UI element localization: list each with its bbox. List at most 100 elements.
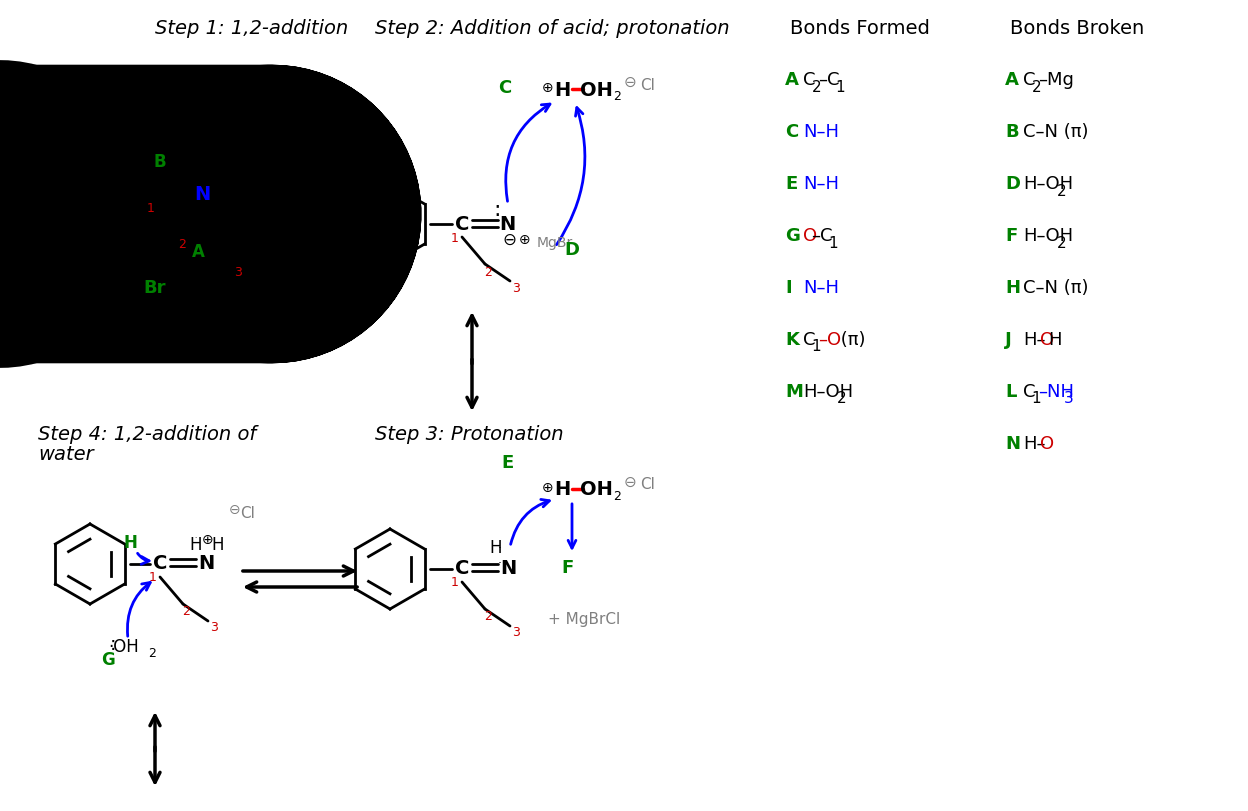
Text: F: F	[562, 558, 574, 577]
Text: :: :	[493, 200, 500, 220]
Text: C: C	[454, 214, 469, 234]
Text: H: H	[554, 480, 570, 499]
Text: N: N	[1005, 435, 1020, 453]
Text: J: J	[1005, 331, 1012, 349]
Text: :: :	[110, 635, 116, 654]
Text: 2: 2	[178, 237, 186, 250]
Text: I: I	[785, 279, 791, 297]
Text: O: O	[1040, 331, 1055, 349]
Text: H: H	[554, 80, 570, 100]
Text: M: M	[785, 383, 802, 401]
Text: 2: 2	[1032, 79, 1041, 94]
Text: 2: 2	[837, 391, 846, 406]
Text: 1: 1	[835, 79, 845, 94]
Text: C–N (π): C–N (π)	[1023, 122, 1088, 141]
Text: 2: 2	[811, 79, 821, 94]
Text: H: H	[1048, 331, 1062, 349]
Text: 1: 1	[829, 235, 839, 250]
Text: –O: –O	[817, 331, 841, 349]
Text: A: A	[1005, 71, 1018, 89]
Text: H–OH: H–OH	[802, 383, 854, 401]
Text: ⊕: ⊕	[542, 480, 554, 495]
Text: –C: –C	[817, 71, 840, 89]
Text: N–H: N–H	[802, 122, 839, 141]
Text: 2: 2	[484, 265, 492, 278]
Text: N–H: N–H	[802, 175, 839, 193]
Text: Bonds Broken: Bonds Broken	[1010, 19, 1144, 37]
Text: A: A	[191, 242, 205, 260]
Text: B: B	[154, 152, 166, 171]
Text: H–OH: H–OH	[1023, 175, 1073, 193]
Text: ⊕: ⊕	[542, 81, 554, 95]
Text: 2: 2	[1057, 183, 1067, 198]
Text: ⊕: ⊕	[519, 233, 530, 247]
Text: Cl: Cl	[241, 505, 256, 520]
Text: 3: 3	[512, 626, 520, 639]
Text: C: C	[1023, 383, 1036, 401]
Text: (π): (π)	[835, 331, 866, 349]
Text: 1: 1	[147, 201, 155, 214]
Text: E: E	[502, 453, 514, 471]
Text: H: H	[1005, 279, 1020, 297]
Text: K: K	[785, 331, 799, 349]
Text: 1: 1	[451, 231, 459, 244]
Text: Step 2: Addition of acid; protonation: Step 2: Addition of acid; protonation	[374, 19, 730, 37]
Text: C: C	[498, 79, 512, 97]
Text: C: C	[152, 554, 167, 573]
Text: ⊖: ⊖	[624, 75, 636, 89]
Text: Br: Br	[144, 279, 166, 297]
Text: H–OH: H–OH	[1023, 227, 1073, 245]
Text: 1: 1	[149, 571, 157, 584]
Text: 3: 3	[210, 620, 218, 633]
Text: G: G	[101, 650, 115, 668]
Text: N–H: N–H	[802, 279, 839, 297]
Text: OH: OH	[579, 480, 613, 499]
Text: 3: 3	[1063, 391, 1073, 406]
Text: N: N	[193, 184, 210, 204]
Text: D: D	[1005, 175, 1020, 193]
Text: 2: 2	[613, 490, 622, 503]
Text: C: C	[1023, 71, 1036, 89]
Text: L: L	[1005, 383, 1016, 401]
Text: 1: 1	[811, 339, 821, 354]
Text: N: N	[500, 559, 517, 577]
Text: ⊕: ⊕	[202, 532, 213, 547]
Text: MgBr: MgBr	[537, 236, 573, 250]
Text: OH: OH	[579, 80, 613, 100]
Text: 1: 1	[451, 576, 459, 589]
Text: C–N (π): C–N (π)	[1023, 279, 1088, 297]
Text: A: A	[785, 71, 799, 89]
Text: –Mg: –Mg	[1038, 71, 1073, 89]
Text: .: .	[193, 532, 196, 539]
Text: 3: 3	[512, 281, 520, 294]
Text: 2: 2	[182, 605, 190, 618]
Text: C: C	[454, 559, 469, 577]
Text: B: B	[1005, 122, 1018, 141]
Text: C: C	[802, 331, 815, 349]
Text: O: O	[802, 227, 817, 245]
Text: C: C	[785, 122, 799, 141]
Text: 3: 3	[235, 265, 242, 278]
Text: 2: 2	[149, 646, 156, 659]
Text: 2: 2	[1057, 235, 1067, 250]
Text: F: F	[1005, 227, 1017, 245]
Text: + MgBrCl: + MgBrCl	[548, 611, 620, 627]
Text: C: C	[802, 71, 815, 89]
Text: H: H	[190, 535, 202, 553]
Text: water: water	[37, 445, 94, 464]
Text: ⊖: ⊖	[624, 474, 636, 489]
Text: ·
·: · ·	[218, 172, 223, 204]
Text: ·
·: · ·	[498, 541, 502, 569]
Text: ·OH: ·OH	[109, 637, 140, 655]
Text: Bonds Formed: Bonds Formed	[790, 19, 930, 37]
Text: N: N	[499, 214, 515, 234]
Text: E: E	[785, 175, 797, 193]
Text: ⊖: ⊖	[230, 502, 241, 517]
Text: 2: 2	[613, 90, 622, 103]
Text: H–: H–	[1023, 331, 1046, 349]
Text: N: N	[198, 554, 215, 573]
Text: 2: 2	[484, 610, 492, 623]
Text: 1: 1	[1032, 391, 1041, 406]
Text: C: C	[151, 184, 165, 204]
Text: Step 3: Protonation: Step 3: Protonation	[374, 425, 564, 444]
